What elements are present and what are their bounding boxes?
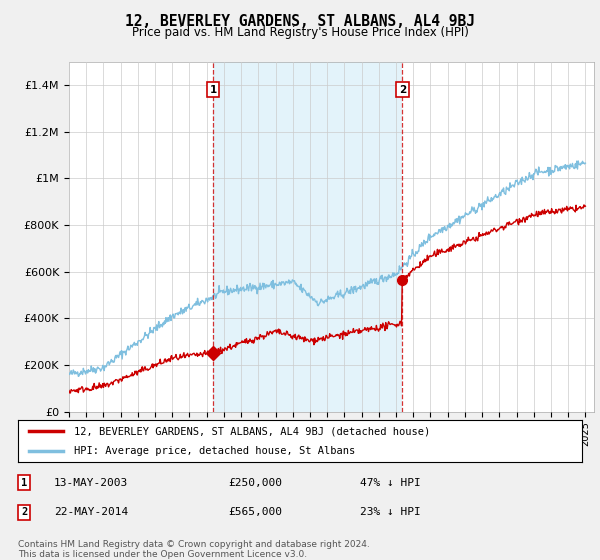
- Bar: [213, 62, 403, 412]
- Text: Price paid vs. HM Land Registry's House Price Index (HPI): Price paid vs. HM Land Registry's House …: [131, 26, 469, 39]
- Text: 23% ↓ HPI: 23% ↓ HPI: [360, 507, 421, 517]
- Text: 1: 1: [209, 85, 217, 95]
- Text: Contains HM Land Registry data © Crown copyright and database right 2024.
This d: Contains HM Land Registry data © Crown c…: [18, 540, 370, 559]
- Text: 22-MAY-2014: 22-MAY-2014: [54, 507, 128, 517]
- Text: 2: 2: [21, 507, 27, 517]
- Text: £250,000: £250,000: [228, 478, 282, 488]
- Text: 2: 2: [399, 85, 406, 95]
- Text: HPI: Average price, detached house, St Albans: HPI: Average price, detached house, St A…: [74, 446, 356, 456]
- Text: 47% ↓ HPI: 47% ↓ HPI: [360, 478, 421, 488]
- Text: 12, BEVERLEY GARDENS, ST ALBANS, AL4 9BJ: 12, BEVERLEY GARDENS, ST ALBANS, AL4 9BJ: [125, 14, 475, 29]
- Text: £565,000: £565,000: [228, 507, 282, 517]
- Text: 1: 1: [21, 478, 27, 488]
- Text: 12, BEVERLEY GARDENS, ST ALBANS, AL4 9BJ (detached house): 12, BEVERLEY GARDENS, ST ALBANS, AL4 9BJ…: [74, 426, 431, 436]
- Text: 13-MAY-2003: 13-MAY-2003: [54, 478, 128, 488]
